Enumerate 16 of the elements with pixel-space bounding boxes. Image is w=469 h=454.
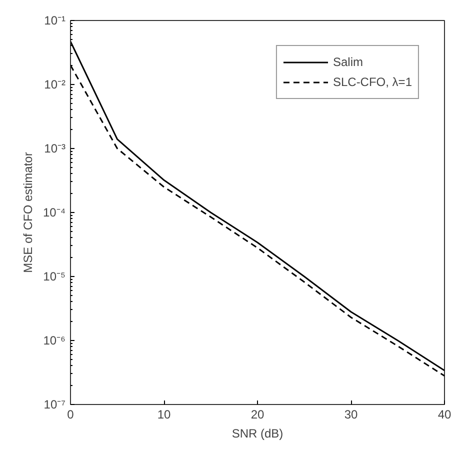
y-tick-label: 10⁻⁷: [44, 398, 66, 412]
x-tick-label: 0: [67, 408, 74, 422]
legend-label: SLC-CFO, λ=1: [332, 75, 412, 89]
y-tick-label: 10⁻¹: [44, 14, 66, 28]
x-tick-label: 40: [438, 408, 452, 422]
y-tick-label: 10⁻²: [44, 78, 66, 92]
x-tick-label: 30: [344, 408, 358, 422]
x-axis-title: SNR (dB): [232, 426, 284, 440]
y-axis-title: MSE of CFO estimator: [20, 152, 35, 273]
x-tick-label: 20: [250, 408, 264, 422]
y-tick-label: 10⁻⁶: [43, 334, 66, 348]
y-tick-label: 10⁻⁴: [42, 206, 66, 220]
legend-label: Salim: [332, 55, 363, 69]
y-tick-label: 10⁻³: [44, 142, 66, 156]
x-tick-label: 10: [157, 408, 171, 422]
y-tick-label: 10⁻⁵: [43, 270, 66, 284]
